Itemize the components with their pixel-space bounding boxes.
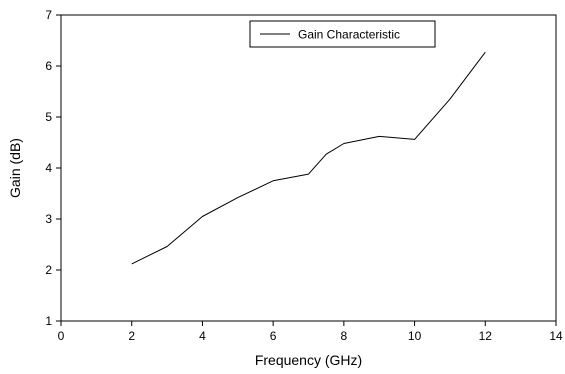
y-tick-label: 5 — [45, 110, 52, 124]
x-tick-label: 12 — [479, 329, 493, 343]
x-tick-label: 8 — [341, 329, 348, 343]
x-tick-label: 10 — [408, 329, 422, 343]
axes — [60, 14, 557, 322]
legend: Gain Characteristic — [249, 20, 436, 48]
y-tick-label: 1 — [45, 314, 52, 328]
y-axis-title: Gain (dB) — [7, 138, 23, 198]
x-tick-label: 4 — [199, 329, 206, 343]
y-tick-label: 6 — [45, 59, 52, 73]
x-axis-title: Frequency (GHz) — [255, 352, 362, 368]
x-tick-label: 2 — [128, 329, 135, 343]
x-tick-label: 6 — [270, 329, 277, 343]
series-line-gain-characteristic — [131, 51, 486, 265]
y-tick-label: 7 — [45, 8, 52, 22]
y-tick-label: 2 — [45, 263, 52, 277]
legend-entry-gain-characteristic: Gain Characteristic — [298, 28, 400, 42]
series-layer — [131, 51, 486, 265]
x-tick-label: 14 — [549, 329, 563, 343]
x-tick-label: 0 — [58, 329, 65, 343]
y-tick-label: 4 — [45, 161, 52, 175]
plot-frame — [60, 14, 557, 322]
y-tick-label: 3 — [45, 212, 52, 226]
